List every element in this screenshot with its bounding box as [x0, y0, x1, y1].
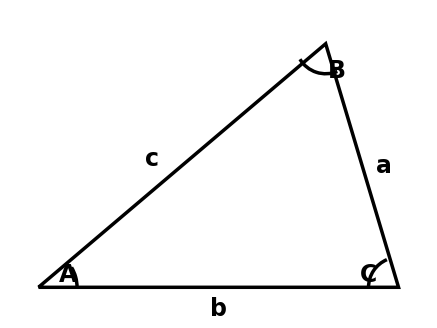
Text: A: A — [59, 263, 78, 287]
Text: B: B — [327, 59, 345, 83]
Text: C: C — [360, 263, 377, 287]
Text: b: b — [210, 297, 227, 320]
Text: c: c — [145, 147, 159, 172]
Text: a: a — [375, 154, 392, 177]
